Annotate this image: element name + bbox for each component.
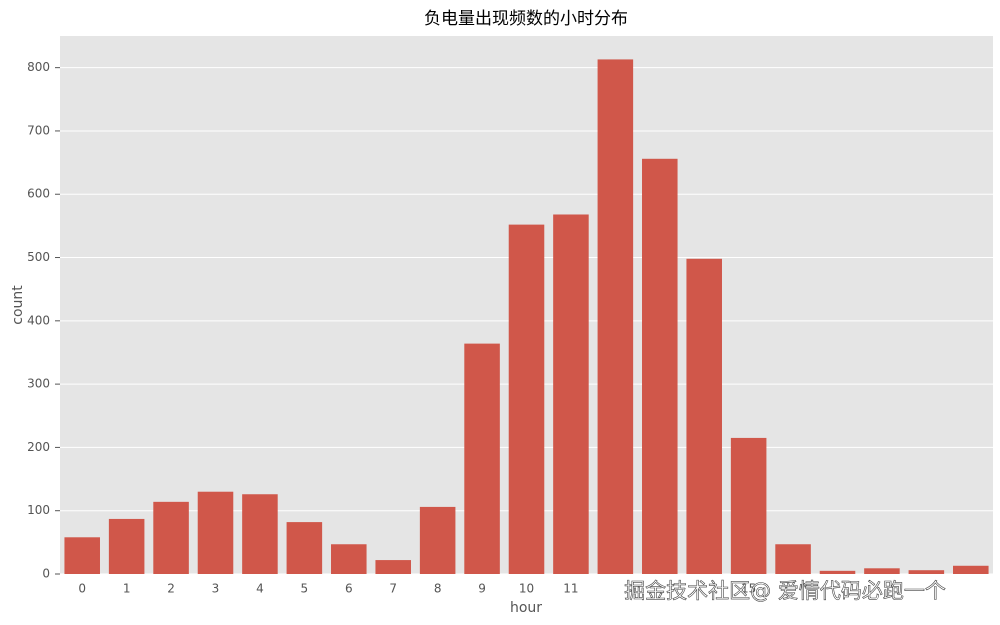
x-tick-label: 0 xyxy=(78,582,86,596)
y-tick-label: 300 xyxy=(27,377,50,391)
watermark: 掘金技术社区@ 爱情代码必跑一个 xyxy=(624,579,946,603)
x-tick-label: 5 xyxy=(301,582,309,596)
bar xyxy=(242,494,278,574)
bar xyxy=(153,501,189,574)
y-tick-label: 200 xyxy=(27,440,50,454)
y-axis-label: count xyxy=(10,285,26,325)
bar xyxy=(953,565,989,574)
bar xyxy=(730,437,767,574)
bar xyxy=(419,506,456,574)
bar xyxy=(464,343,500,574)
chart-title: 负电量出现频数的小时分布 xyxy=(424,9,628,29)
bar xyxy=(642,158,678,574)
bar xyxy=(597,59,634,574)
x-tick-label: 2 xyxy=(167,582,175,596)
x-axis-label: hour xyxy=(510,600,542,616)
x-tick-label: 3 xyxy=(212,582,220,596)
bar xyxy=(331,544,367,574)
y-tick-label: 0 xyxy=(42,567,50,581)
x-tick-label: 8 xyxy=(434,582,442,596)
x-tick-label: 11 xyxy=(563,582,578,596)
y-tick-label: 800 xyxy=(27,60,50,74)
y-tick-label: 100 xyxy=(27,503,50,517)
bar xyxy=(908,570,945,574)
bar xyxy=(197,491,234,574)
x-tick-label: 7 xyxy=(389,582,397,596)
bar xyxy=(864,568,900,574)
y-tick-label: 400 xyxy=(27,313,50,327)
bar xyxy=(686,258,722,574)
bar xyxy=(286,522,323,574)
bar xyxy=(553,214,589,574)
y-tick-label: 500 xyxy=(27,250,50,264)
bar xyxy=(108,518,145,574)
x-tick-label: 4 xyxy=(256,582,264,596)
x-tick-label: 6 xyxy=(345,582,353,596)
bar xyxy=(775,544,811,574)
bar xyxy=(819,570,856,574)
bar xyxy=(375,560,411,574)
y-tick-label: 700 xyxy=(27,123,50,137)
y-tick-label: 600 xyxy=(27,187,50,201)
bar xyxy=(508,224,545,575)
x-tick-label: 9 xyxy=(478,582,486,596)
bar xyxy=(64,537,100,574)
x-tick-label: 15 xyxy=(741,582,756,596)
x-tick-label: 10 xyxy=(519,582,534,596)
x-tick-label: 1 xyxy=(123,582,131,596)
